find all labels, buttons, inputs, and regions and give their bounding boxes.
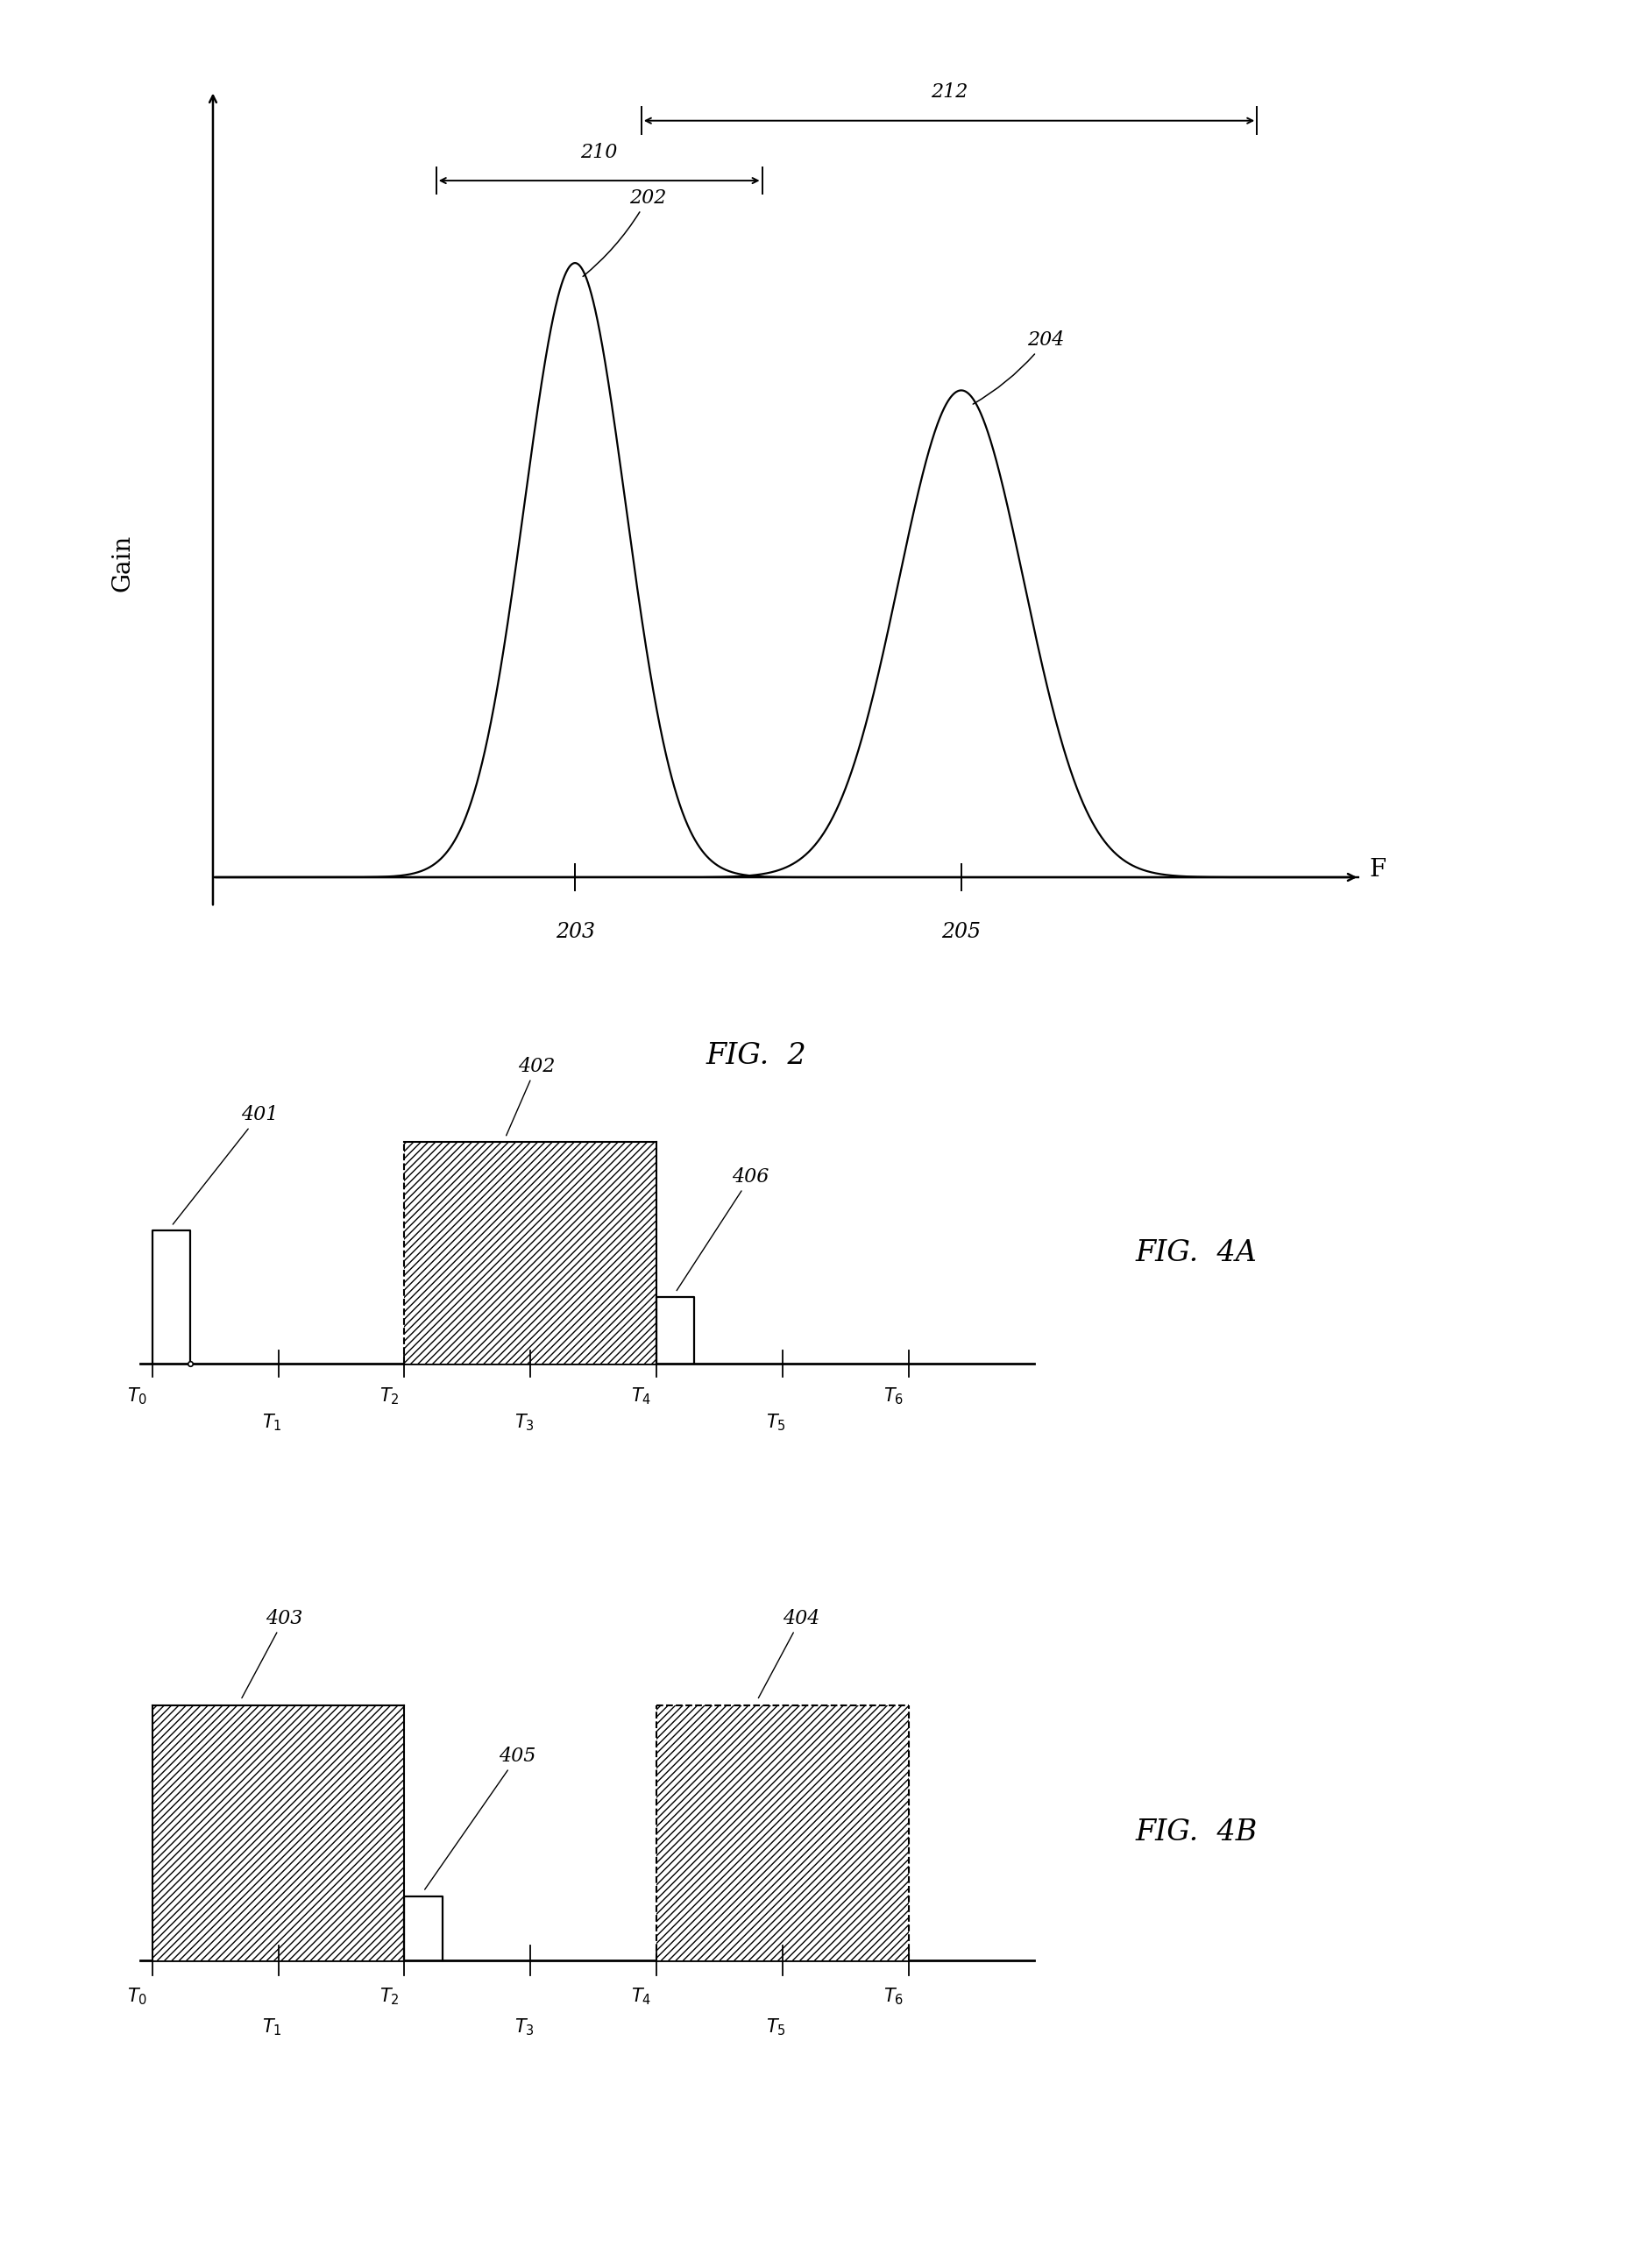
- Text: $T_0$: $T_0$: [128, 1386, 147, 1406]
- Text: 404: 404: [758, 1608, 819, 1699]
- Text: $T_6$: $T_6$: [883, 1386, 904, 1406]
- Bar: [657, 1706, 909, 1960]
- Text: $T_4$: $T_4$: [631, 1386, 652, 1406]
- Text: $T_5$: $T_5$: [767, 1413, 786, 1433]
- Text: F: F: [1369, 857, 1386, 882]
- Text: 212: 212: [930, 82, 968, 102]
- Text: $T_2$: $T_2$: [380, 1386, 400, 1406]
- Text: FIG.  2: FIG. 2: [706, 1041, 806, 1070]
- Text: $T_1$: $T_1$: [262, 1413, 282, 1433]
- Text: 402: 402: [506, 1057, 555, 1136]
- Text: 210: 210: [580, 143, 618, 161]
- Text: $T_4$: $T_4$: [631, 1987, 652, 2007]
- Text: $T_2$: $T_2$: [380, 1987, 400, 2007]
- Text: $T_1$: $T_1$: [262, 2016, 282, 2037]
- Text: 205: 205: [942, 923, 981, 941]
- Text: 401: 401: [174, 1105, 278, 1225]
- Text: FIG.  4A: FIG. 4A: [1135, 1238, 1256, 1268]
- Text: 203: 203: [555, 923, 595, 941]
- Bar: [152, 1706, 405, 1960]
- Text: $T_3$: $T_3$: [514, 1413, 534, 1433]
- Text: 405: 405: [424, 1746, 536, 1889]
- Text: Gain: Gain: [111, 533, 134, 592]
- Text: 204: 204: [973, 331, 1065, 404]
- Text: $T_6$: $T_6$: [883, 1987, 904, 2007]
- Text: 403: 403: [242, 1608, 303, 1699]
- Text: $T_3$: $T_3$: [514, 2016, 534, 2037]
- Text: FIG.  4B: FIG. 4B: [1135, 1819, 1258, 1846]
- Text: $T_5$: $T_5$: [767, 2016, 786, 2037]
- Bar: [405, 1143, 657, 1363]
- Text: 202: 202: [583, 188, 667, 277]
- Text: 406: 406: [676, 1168, 770, 1290]
- Text: $T_0$: $T_0$: [128, 1987, 147, 2007]
